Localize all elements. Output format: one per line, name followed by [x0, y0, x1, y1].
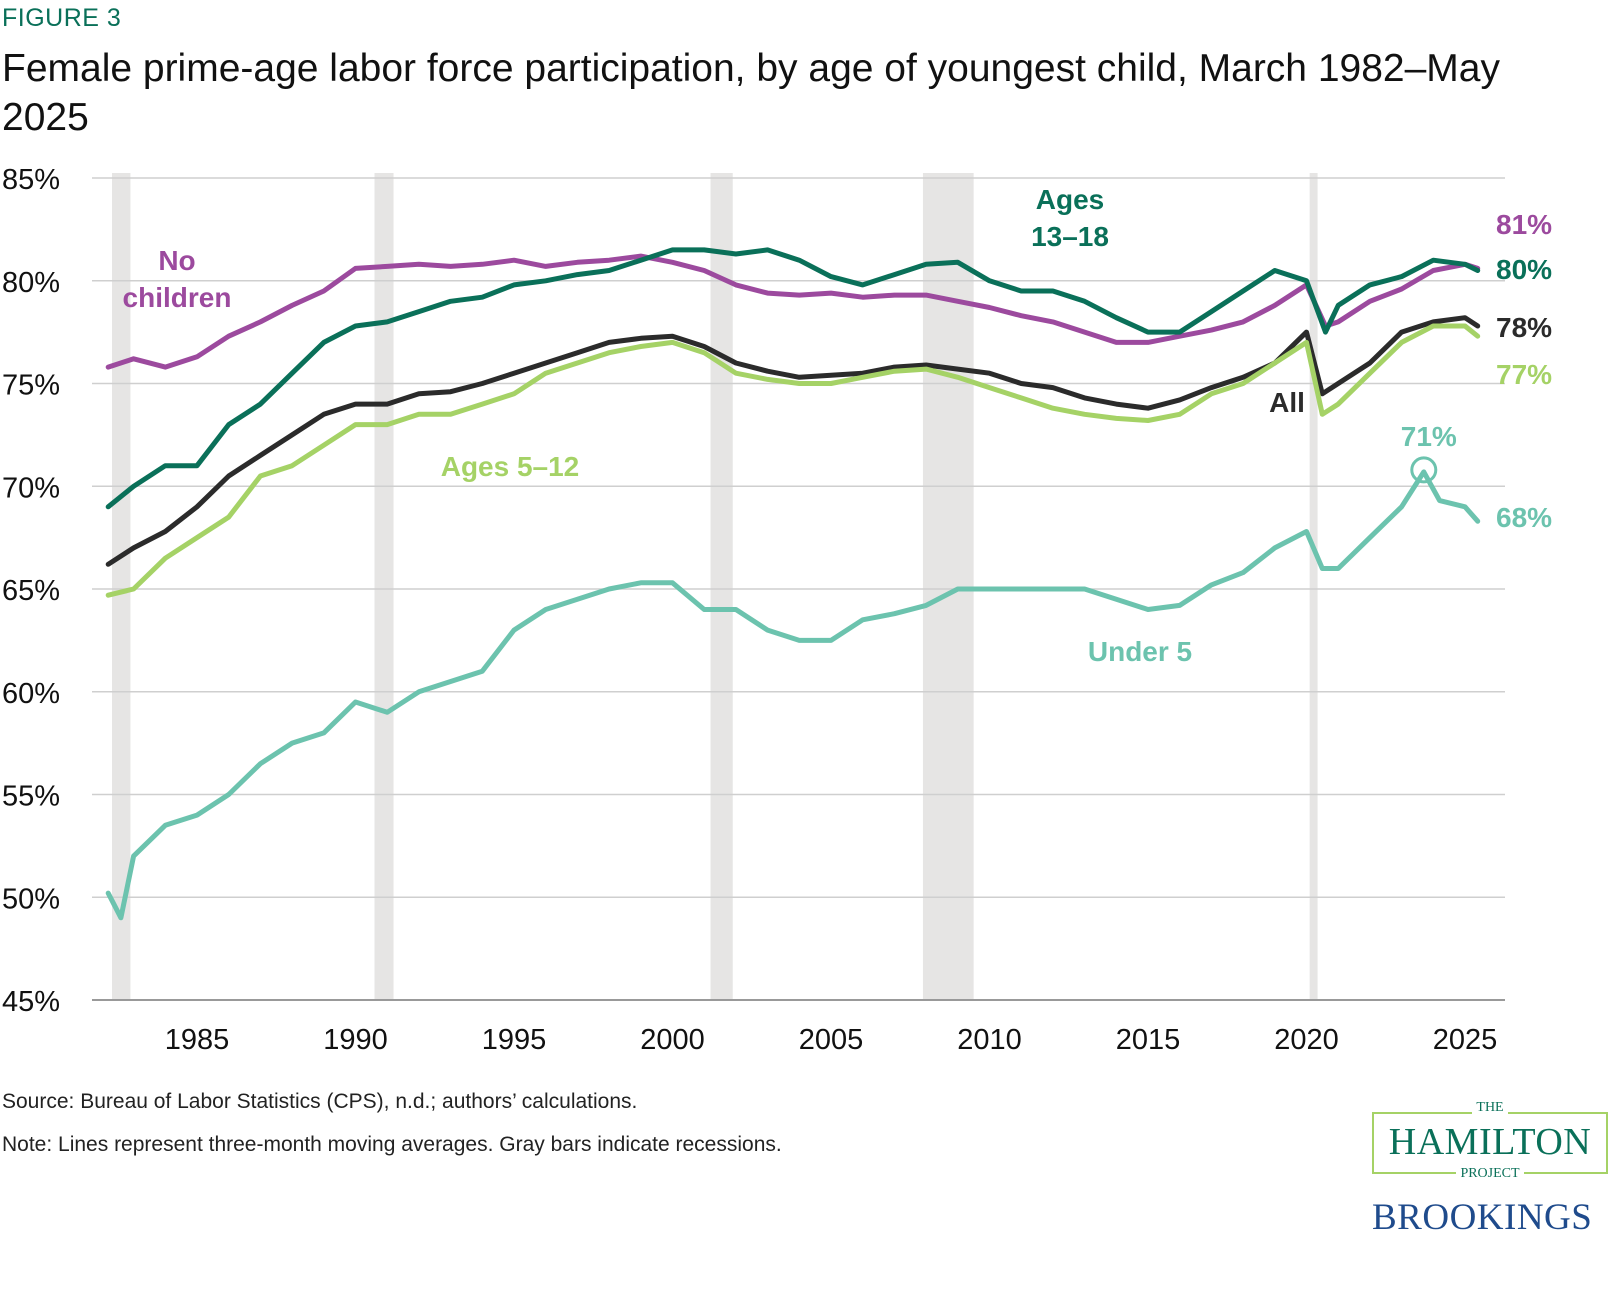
peak-marker	[1410, 456, 1438, 484]
end-value-label: 77%	[1496, 359, 1552, 390]
recession-bar	[374, 173, 394, 1000]
x-tick-label: 1985	[165, 1024, 230, 1056]
x-tick-label: 2025	[1433, 1024, 1498, 1056]
x-tick-label: 1990	[323, 1024, 388, 1056]
series-line-no-children	[105, 253, 1481, 370]
x-tick-label: 2010	[957, 1024, 1022, 1056]
recession-bar	[112, 173, 131, 1000]
recession-bar	[1309, 173, 1318, 1000]
series-label: Ages	[1036, 184, 1104, 215]
recession-bar	[710, 173, 733, 1000]
brookings-logo: BROOKINGS	[1372, 1197, 1593, 1238]
series-label: All	[1269, 387, 1305, 418]
chart-title: Female prime-age labor force participati…	[2, 47, 1500, 139]
peak-value-label: 71%	[1401, 421, 1457, 452]
x-tick-label: 2005	[799, 1024, 864, 1056]
end-value-label: 80%	[1496, 254, 1552, 285]
series-line-under-5	[105, 469, 1481, 921]
x-tick-label: 2000	[640, 1024, 705, 1056]
x-tick-label: 2015	[1116, 1024, 1181, 1056]
series-line-ages-5-12	[105, 323, 1481, 598]
figure-label: FIGURE 3	[2, 4, 122, 32]
x-tick-label: 2020	[1274, 1024, 1339, 1056]
end-value-label: 68%	[1496, 502, 1552, 533]
y-tick-label: 55%	[2, 781, 60, 813]
line-chart: 45% 50% 55% 60% 65% 70% 75% 80% 85% 1985 1990 1995 2…	[2, 164, 1552, 1056]
hamilton-project-logo: THE HAMILTON PROJECT	[1372, 1100, 1608, 1181]
source-note: Source: Bureau of Labor Statistics (CPS)…	[2, 1090, 638, 1113]
series-line-all	[105, 315, 1481, 567]
y-tick-label: 80%	[2, 267, 60, 299]
y-tick-label: 45%	[2, 986, 60, 1018]
series-label: No	[158, 245, 195, 276]
y-tick-label: 60%	[2, 678, 60, 710]
footnote: Note: Lines represent three-month moving…	[2, 1133, 782, 1156]
y-tick-label: 70%	[2, 472, 60, 504]
end-value-label: 81%	[1496, 209, 1552, 240]
end-value-label: 78%	[1496, 312, 1552, 343]
series-label: 13–18	[1031, 221, 1109, 252]
series-label: Ages 5–12	[441, 451, 580, 482]
y-tick-label: 75%	[2, 370, 60, 402]
y-tick-label: 50%	[2, 883, 60, 915]
y-tick-label: 85%	[2, 164, 60, 196]
series-label: children	[123, 282, 232, 313]
y-tick-label: 65%	[2, 575, 60, 607]
series-label: Under 5	[1088, 636, 1192, 667]
x-tick-label: 1995	[482, 1024, 547, 1056]
series-line-ages-13-18	[105, 247, 1481, 510]
